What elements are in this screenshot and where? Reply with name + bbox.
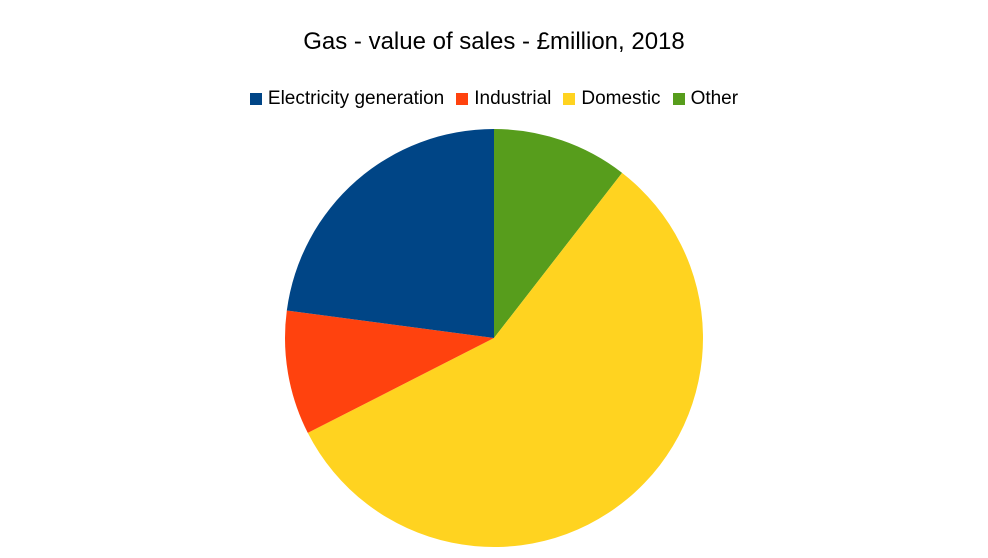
chart-legend: Electricity generation Industrial Domest… <box>0 88 988 110</box>
pie-slice-electricity-generation <box>286 129 494 338</box>
legend-label-industrial: Industrial <box>474 88 552 109</box>
pie-slice-domestic <box>307 172 704 547</box>
legend-swatch-industrial <box>456 93 469 105</box>
legend-swatch-domestic <box>563 93 576 105</box>
legend-label-other: Other <box>690 88 739 109</box>
legend-item-electricity-generation: Electricity generation <box>249 88 445 110</box>
pie-slice-industrial <box>285 310 494 433</box>
legend-item-domestic: Domestic <box>563 88 661 110</box>
legend-label-domestic: Domestic <box>581 88 661 109</box>
legend-item-other: Other <box>672 88 739 110</box>
legend-swatch-electricity-generation <box>249 93 262 105</box>
legend-item-industrial: Industrial <box>456 88 551 110</box>
chart-title: Gas - value of sales - £million, 2018 <box>303 28 685 55</box>
legend-swatch-other <box>672 93 685 105</box>
pie-slice-other <box>494 129 623 338</box>
legend-label-electricity-generation: Electricity generation <box>267 88 445 109</box>
